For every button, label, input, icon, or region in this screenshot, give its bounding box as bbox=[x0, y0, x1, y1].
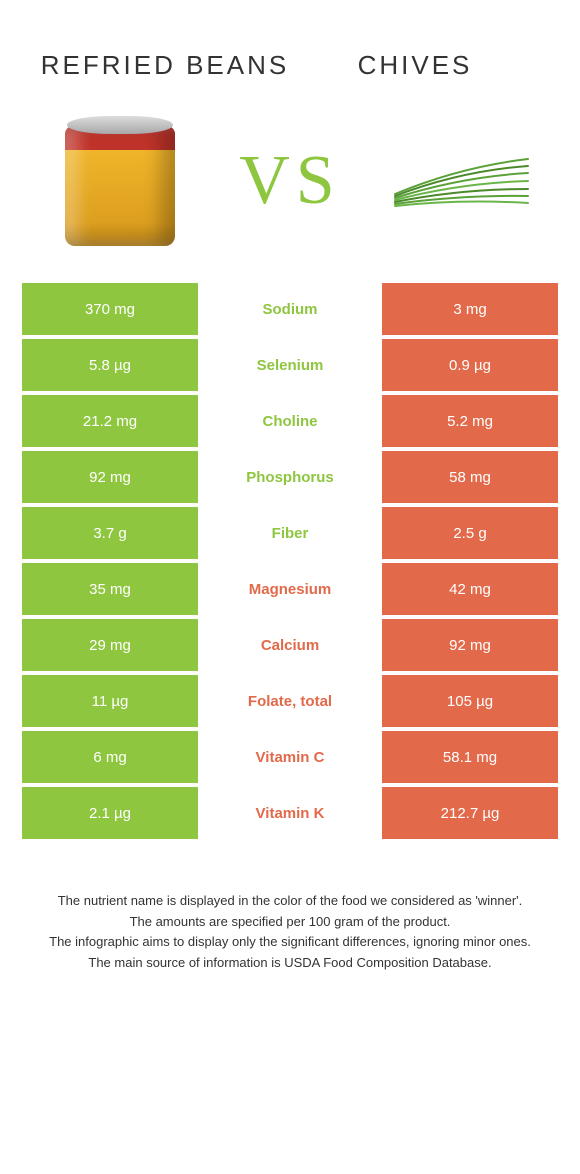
right-value: 105 µg bbox=[380, 673, 560, 729]
nutrient-name: Selenium bbox=[200, 337, 380, 393]
table-row: 92 mgPhosphorus58 mg bbox=[20, 449, 560, 505]
left-value: 3.7 g bbox=[20, 505, 200, 561]
right-value: 92 mg bbox=[380, 617, 560, 673]
left-value: 2.1 µg bbox=[20, 785, 200, 841]
table-row: 29 mgCalcium92 mg bbox=[20, 617, 560, 673]
left-value: 35 mg bbox=[20, 561, 200, 617]
refried-beans-image bbox=[50, 111, 190, 251]
nutrient-name: Folate, total bbox=[200, 673, 380, 729]
right-value: 42 mg bbox=[380, 561, 560, 617]
nutrient-name: Vitamin C bbox=[200, 729, 380, 785]
footnotes: The nutrient name is displayed in the co… bbox=[30, 891, 550, 972]
nutrient-name: Phosphorus bbox=[200, 449, 380, 505]
header: REFRIED BEANS CHIVES bbox=[0, 0, 580, 91]
footnote-line: The nutrient name is displayed in the co… bbox=[30, 891, 550, 911]
chives-image bbox=[390, 111, 530, 251]
left-value: 370 mg bbox=[20, 281, 200, 337]
right-food-title: CHIVES bbox=[290, 50, 540, 81]
footnote-line: The amounts are specified per 100 gram o… bbox=[30, 912, 550, 932]
table-row: 2.1 µgVitamin K212.7 µg bbox=[20, 785, 560, 841]
vs-label: VS bbox=[239, 141, 340, 221]
right-value: 0.9 µg bbox=[380, 337, 560, 393]
left-value: 6 mg bbox=[20, 729, 200, 785]
left-food-title: REFRIED BEANS bbox=[40, 50, 290, 81]
table-row: 5.8 µgSelenium0.9 µg bbox=[20, 337, 560, 393]
right-value: 212.7 µg bbox=[380, 785, 560, 841]
right-value: 5.2 mg bbox=[380, 393, 560, 449]
table-row: 21.2 mgCholine5.2 mg bbox=[20, 393, 560, 449]
table-row: 6 mgVitamin C58.1 mg bbox=[20, 729, 560, 785]
table-row: 11 µgFolate, total105 µg bbox=[20, 673, 560, 729]
table-row: 370 mgSodium3 mg bbox=[20, 281, 560, 337]
footnote-line: The infographic aims to display only the… bbox=[30, 932, 550, 952]
left-value: 29 mg bbox=[20, 617, 200, 673]
nutrient-table: 370 mgSodium3 mg5.8 µgSelenium0.9 µg21.2… bbox=[20, 281, 560, 841]
table-row: 3.7 gFiber2.5 g bbox=[20, 505, 560, 561]
left-value: 21.2 mg bbox=[20, 393, 200, 449]
left-value: 5.8 µg bbox=[20, 337, 200, 393]
right-value: 3 mg bbox=[380, 281, 560, 337]
nutrient-name: Vitamin K bbox=[200, 785, 380, 841]
left-value: 11 µg bbox=[20, 673, 200, 729]
right-value: 2.5 g bbox=[380, 505, 560, 561]
images-row: VS bbox=[0, 91, 580, 281]
right-value: 58 mg bbox=[380, 449, 560, 505]
nutrient-name: Magnesium bbox=[200, 561, 380, 617]
table-row: 35 mgMagnesium42 mg bbox=[20, 561, 560, 617]
footnote-line: The main source of information is USDA F… bbox=[30, 953, 550, 973]
left-value: 92 mg bbox=[20, 449, 200, 505]
nutrient-name: Sodium bbox=[200, 281, 380, 337]
nutrient-name: Choline bbox=[200, 393, 380, 449]
nutrient-name: Calcium bbox=[200, 617, 380, 673]
nutrient-name: Fiber bbox=[200, 505, 380, 561]
right-value: 58.1 mg bbox=[380, 729, 560, 785]
